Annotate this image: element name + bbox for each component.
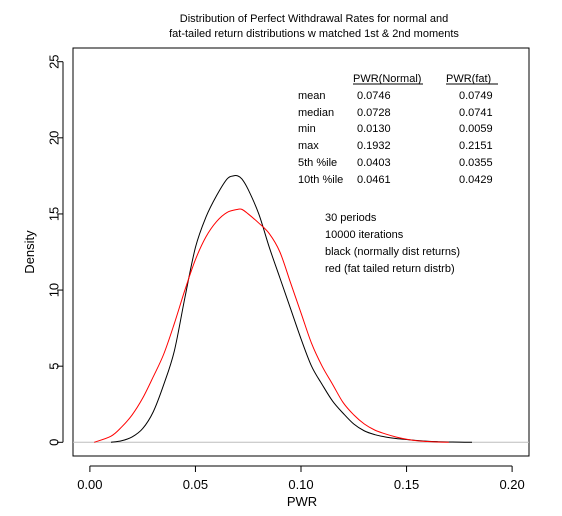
y-tick-label: 15 [47,207,62,221]
stats-row-fat: 0.0429 [459,174,493,186]
series-layer [93,174,473,443]
stats-row: 5th %ile 0.0403 0.0355 [298,157,493,169]
plot-frame [72,47,530,457]
y-tick-label: 25 [47,54,62,68]
annotation-periods: 30 periods [325,212,377,224]
stats-row-label: median [298,107,334,119]
stats-row-fat: 0.0749 [459,90,493,102]
series-line-fat [93,208,449,443]
stats-row-normal: 0.0746 [357,90,391,102]
y-axis: 0 5 10 15 20 25 [47,54,64,446]
x-tick-label: 0.20 [499,477,524,492]
annotation-red-legend: red (fat tailed return distrb) [325,263,455,275]
stats-table: PWR(Normal) PWR(fat) mean 0.0746 0.0749 … [298,73,498,186]
annotation-iterations: 10000 iterations [325,229,404,241]
stats-row-normal: 0.0403 [357,157,391,169]
y-axis-label: Density [22,230,37,274]
y-tick-label: 0 [47,439,62,446]
stats-row-fat: 0.0059 [459,123,493,135]
y-tick-label: 5 [47,363,62,370]
x-tick-label: 0.10 [288,477,313,492]
stats-row-fat: 0.2151 [459,140,493,152]
stats-row-label: min [298,123,316,135]
stats-row: median 0.0728 0.0741 [298,107,493,119]
annotation-black-legend: black (normally dist returns) [325,246,460,258]
stats-row: 10th %ile 0.0461 0.0429 [298,174,493,186]
stats-row-fat: 0.0355 [459,157,493,169]
stats-row-normal: 0.0728 [357,107,391,119]
stats-row-normal: 0.0130 [357,123,391,135]
x-tick-label: 0.05 [183,477,208,492]
annotations: 30 periods 10000 iterations black (norma… [325,212,460,275]
stats-row-normal: 0.0461 [357,174,391,186]
y-tick-label: 10 [47,283,62,297]
chart-title-line-2: fat-tailed return distributions w matche… [169,28,459,40]
chart-title-line-1: Distribution of Perfect Withdrawal Rates… [180,13,448,25]
stats-header-normal: PWR(Normal) [353,73,421,85]
series-line-normal [110,174,473,443]
stats-row-label: mean [298,90,326,102]
stats-row: max 0.1932 0.2151 [298,140,493,152]
stats-row-label: max [298,140,319,152]
x-axis-label: PWR [287,494,317,509]
stats-row-normal: 0.1932 [357,140,391,152]
stats-row-label: 5th %ile [298,157,337,169]
stats-row-fat: 0.0741 [459,107,493,119]
stats-header-fat: PWR(fat) [446,73,491,85]
x-tick-label: 0.15 [394,477,419,492]
stats-row-label: 10th %ile [298,174,343,186]
stats-row: min 0.0130 0.0059 [298,123,493,135]
x-axis: 0.00 0.05 0.10 0.15 0.20 [77,465,525,492]
x-tick-label: 0.00 [77,477,102,492]
y-tick-label: 20 [47,131,62,145]
stats-row: mean 0.0746 0.0749 [298,90,493,102]
